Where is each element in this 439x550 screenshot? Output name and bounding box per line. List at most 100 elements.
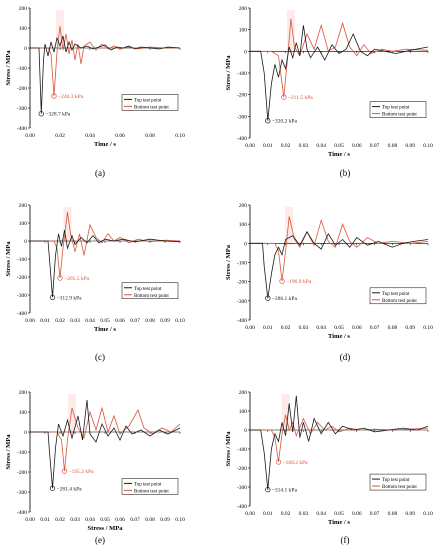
x-tick-label: 0.09 (405, 143, 415, 149)
legend-label: Top test point (134, 482, 162, 487)
y-tick-label: 100 (239, 222, 248, 228)
highlight-band (63, 207, 72, 243)
x-tick-label: 0.02 (55, 318, 65, 324)
series-bottom-line (250, 18, 429, 98)
peak-annotation: −286.1 kPa (272, 296, 298, 302)
x-axis-label: Time / s (94, 141, 116, 148)
panel-label: (e) (95, 535, 105, 545)
x-tick-label: 0.00 (25, 517, 35, 523)
y-tick-label: 200 (19, 6, 28, 12)
peak-marker (51, 93, 57, 99)
y-tick-label: 200 (239, 390, 248, 396)
x-tick-label: 0.02 (281, 511, 291, 517)
peak-marker (279, 278, 285, 284)
panel-label: (f) (341, 535, 350, 545)
x-tick-label: 0.06 (352, 143, 362, 149)
x-tick-label: 0.07 (130, 318, 140, 324)
x-tick-label: 0.10 (423, 143, 433, 149)
legend-label: Bottom test point (134, 294, 169, 299)
highlight-band (68, 394, 76, 434)
x-tick-label: 0.04 (85, 517, 95, 523)
x-tick-label: 0.09 (405, 511, 415, 517)
series-top-line (30, 35, 181, 114)
x-tick-label: 0.04 (316, 325, 326, 331)
x-tick-label: 0.08 (145, 517, 155, 523)
x-tick-label: 0.01 (263, 143, 273, 149)
x-tick-label: 0.04 (85, 133, 95, 139)
y-tick-label: 0 (24, 430, 27, 436)
legend-label: Bottom test point (134, 105, 169, 110)
x-tick-label: 0.08 (145, 133, 155, 139)
legend-label: Bottom test point (134, 489, 169, 494)
legend-label: Bottom test point (382, 113, 417, 118)
series-bottom-line (30, 25, 180, 97)
x-tick-label: 0.09 (160, 318, 170, 324)
series-bottom-line (30, 212, 181, 279)
y-tick-label: -100 (237, 71, 247, 77)
x-tick-label: 0.00 (245, 325, 255, 331)
x-tick-label: 0.10 (175, 133, 185, 139)
peak-annotation: −196.9 kPa (286, 279, 312, 285)
x-tick-label: 0.05 (100, 318, 110, 324)
legend-label: Top test point (382, 106, 410, 111)
y-tick-label: 100 (19, 26, 28, 32)
peak-marker (281, 94, 287, 100)
peak-annotation: −205.5 kPa (64, 276, 90, 282)
peak-annotation: −312.9 kPa (57, 295, 83, 301)
legend-box (369, 287, 427, 305)
x-tick-label: 0.05 (334, 511, 344, 517)
y-tick-label: 0 (244, 428, 247, 434)
y-tick-label: -100 (17, 66, 27, 72)
y-axis-label: Stress / MPa (225, 55, 232, 91)
series-bottom-line (250, 216, 429, 282)
peak-annotation: −281.4 kPa (57, 486, 83, 492)
y-tick-label: -400 (17, 126, 27, 132)
series-top-line (250, 25, 429, 121)
y-tick-label: 200 (239, 6, 248, 12)
peak-annotation: −240.3 kPa (58, 94, 84, 100)
x-tick-label: 0.05 (334, 325, 344, 331)
x-tick-label: 0.01 (40, 318, 50, 324)
peak-annotation: −314.1 kPa (272, 488, 298, 494)
legend-box (369, 101, 427, 118)
legend-box (121, 282, 179, 300)
legend-label: Bottom test point (382, 299, 417, 304)
y-tick-label: -300 (17, 293, 27, 299)
y-tick-label: -200 (17, 470, 27, 476)
x-tick-label: 0.03 (299, 511, 309, 517)
legend-label: Top test point (382, 478, 410, 483)
peak-marker (38, 111, 44, 117)
panel-label: (b) (340, 168, 351, 178)
y-tick-label: -100 (237, 261, 247, 267)
panel-label: (a) (95, 168, 105, 178)
peak-annotation: −328.7 kPa (45, 112, 71, 118)
peak-annotation: −320.2 kPa (272, 119, 298, 125)
x-tick-label: 0.00 (245, 143, 255, 149)
x-tick-label: 0.08 (388, 325, 398, 331)
peak-annotation: −195.2 kPa (69, 469, 95, 475)
series-top-line (250, 230, 429, 299)
y-tick-label: -200 (237, 280, 247, 286)
x-tick-label: 0.01 (263, 511, 273, 517)
highlight-band (281, 394, 290, 432)
y-tick-label: -300 (237, 299, 247, 305)
legend-label: Top test point (134, 287, 162, 292)
x-tick-label: 0.00 (25, 318, 35, 324)
y-tick-label: -100 (237, 447, 247, 453)
x-tick-label: 0.03 (299, 325, 309, 331)
x-axis-label: Time / s (328, 333, 350, 340)
y-tick-label: -200 (17, 275, 27, 281)
x-tick-label: 0.04 (85, 318, 95, 324)
x-tick-label: 0.03 (299, 143, 309, 149)
peak-marker (265, 295, 271, 301)
x-tick-label: 0.09 (405, 325, 415, 331)
x-tick-label: 0.05 (334, 143, 344, 149)
y-tick-label: 100 (19, 410, 28, 416)
x-tick-label: 0.00 (245, 511, 255, 517)
y-tick-label: -400 (237, 136, 247, 142)
y-tick-label: 0 (24, 46, 27, 52)
y-tick-label: 0 (244, 49, 247, 55)
legend-label: Top test point (382, 292, 410, 297)
